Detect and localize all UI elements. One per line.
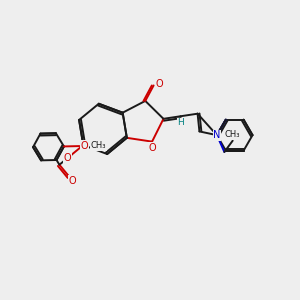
Text: H: H (177, 118, 184, 127)
Text: O: O (69, 176, 76, 186)
Text: O: O (81, 141, 88, 151)
Text: O: O (156, 79, 164, 89)
Text: O: O (63, 153, 71, 163)
Text: O: O (148, 142, 156, 153)
Text: CH₃: CH₃ (225, 130, 240, 139)
Text: CH₃: CH₃ (91, 141, 106, 150)
Text: N: N (213, 130, 220, 140)
